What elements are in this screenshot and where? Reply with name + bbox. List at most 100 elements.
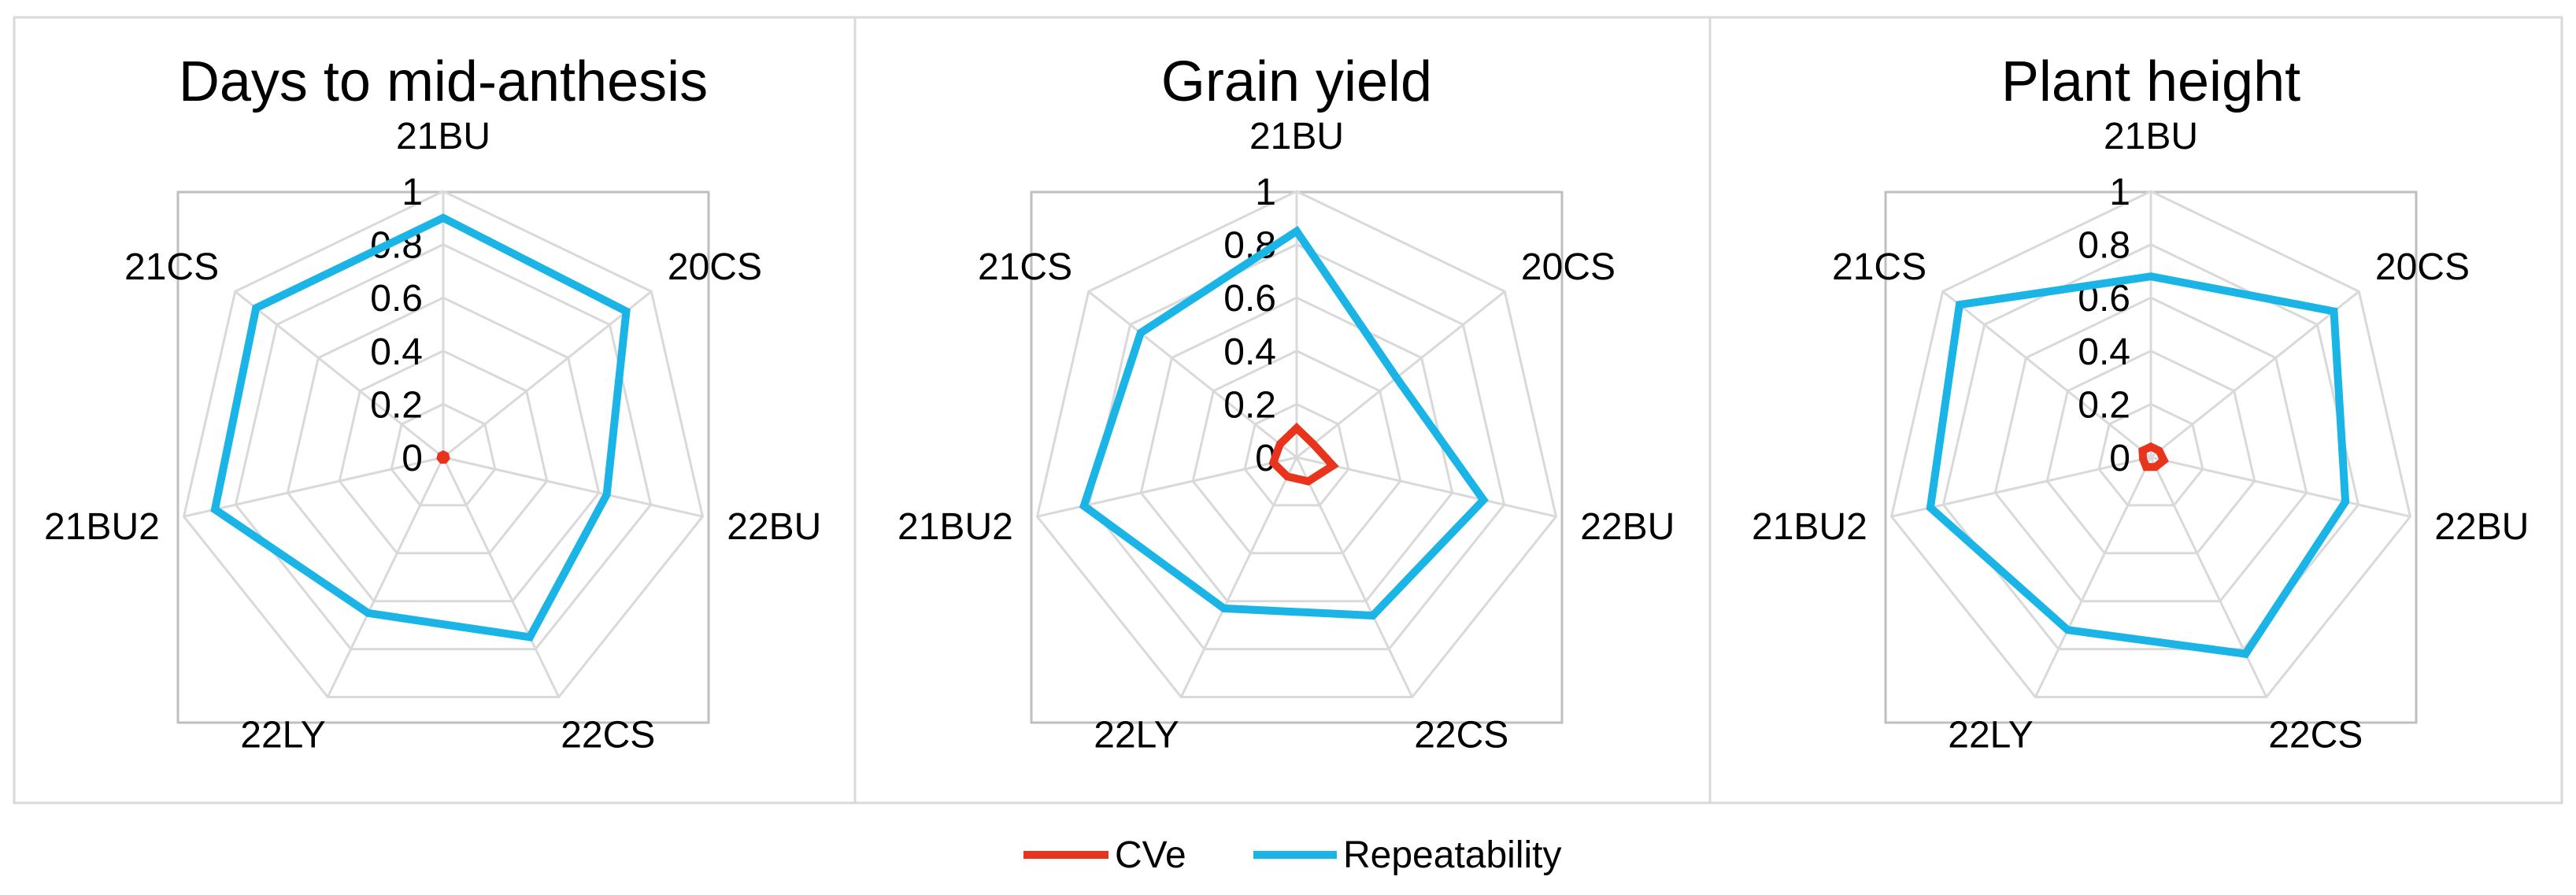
data-point-repeatability-21bu2 xyxy=(1080,502,1087,509)
category-label-22cs: 22CS xyxy=(1414,714,1508,756)
legend-item-cve: CVe xyxy=(1023,834,1186,876)
series-line-repeatability xyxy=(1926,272,2350,659)
radial-tick-label: 0.2 xyxy=(2078,384,2130,426)
axis-spoke xyxy=(234,290,444,459)
series-line-repeatability xyxy=(1079,225,1489,620)
grid-ring xyxy=(1139,296,1454,603)
legend-item-repeatability: Repeatability xyxy=(1253,834,1562,876)
category-label-21bu2: 21BU2 xyxy=(898,506,1013,548)
data-point-cve-21cs xyxy=(1276,441,1283,448)
category-label-21bu: 21BU xyxy=(396,116,490,157)
legend-label-repeatability: Repeatability xyxy=(1343,834,1562,876)
category-label-21bu: 21BU xyxy=(1249,116,1344,157)
data-point-repeatability-20cs xyxy=(2330,308,2337,315)
grid-ring xyxy=(1941,242,2360,651)
data-point-cve-20cs xyxy=(2156,447,2163,454)
data-point-cve-20cs xyxy=(1310,441,1317,448)
grid-ring xyxy=(1993,296,2308,603)
radial-tick-label: 1 xyxy=(1255,172,1276,213)
data-point-cve-21bu xyxy=(2148,443,2154,450)
data-point-repeatability-22bu xyxy=(2342,498,2349,505)
axis-spoke xyxy=(183,456,444,518)
radial-tick-label: 0.2 xyxy=(370,384,423,426)
grid-ring xyxy=(1035,190,1558,698)
data-point-repeatability-21bu xyxy=(440,214,446,221)
radial-tick-label: 0.6 xyxy=(1223,278,1276,320)
category-label-21bu2: 21BU2 xyxy=(44,506,160,548)
axis-spoke xyxy=(1179,457,1298,698)
data-point-repeatability-22cs xyxy=(1369,612,1376,619)
data-point-cve-21cs xyxy=(2139,447,2146,454)
category-label-21cs: 21CS xyxy=(124,246,219,288)
axis-spoke xyxy=(1296,456,1556,518)
category-label-22bu: 22BU xyxy=(727,506,821,548)
data-point-repeatability-21bu2 xyxy=(1926,504,1934,511)
category-label-22ly: 22LY xyxy=(1948,714,2034,756)
category-label-21cs: 21CS xyxy=(978,246,1072,288)
data-point-cve-22bu xyxy=(1330,462,1337,469)
data-point-repeatability-21cs xyxy=(1137,329,1144,336)
axis-spoke xyxy=(2150,456,2411,518)
category-label-22bu: 22BU xyxy=(2434,506,2529,548)
data-point-cve-22ly xyxy=(1284,473,1291,480)
grid-ring xyxy=(338,349,549,555)
axis-spoke xyxy=(2034,457,2152,698)
data-point-repeatability-21cs xyxy=(1956,301,1963,309)
axis-spoke xyxy=(326,457,445,698)
radial-tick-label: 0 xyxy=(2109,438,2130,479)
category-label-20cs: 20CS xyxy=(668,246,762,288)
category-label-21bu2: 21BU2 xyxy=(1752,506,1867,548)
axis-spoke xyxy=(1296,290,1506,459)
radial-tick-label: 0.8 xyxy=(2078,225,2130,267)
category-label-21bu: 21BU xyxy=(2104,116,2198,157)
category-label-20cs: 20CS xyxy=(2375,246,2470,288)
data-point-repeatability-22ly xyxy=(1220,605,1227,612)
grid-ring xyxy=(2045,349,2256,555)
data-point-repeatability-22cs xyxy=(527,634,533,641)
chart-panel-days-to-mid-anthesis: Days to mid-anthesis 00.20.40.60.8121BU2… xyxy=(44,50,821,756)
grid-ring xyxy=(1087,242,1506,651)
data-point-cve-22bu xyxy=(2160,457,2167,464)
chart-panel-grain-yield: Grain yield 00.20.40.60.8121BU20CS22BU22… xyxy=(898,50,1675,756)
data-point-repeatability-22bu xyxy=(1480,497,1487,504)
axis-spoke xyxy=(442,457,561,698)
axis-spoke xyxy=(1087,290,1297,459)
grid-ring xyxy=(286,296,601,603)
data-point-cve-22cs xyxy=(1305,478,1312,485)
radial-tick-label: 0.2 xyxy=(1223,384,1276,426)
radial-tick-label: 0.4 xyxy=(2078,331,2130,373)
grid-ring xyxy=(1243,402,1350,507)
radial-tick-label: 0 xyxy=(402,438,423,479)
chart-title: Plant height xyxy=(2001,50,2300,113)
grid-ring xyxy=(390,402,497,507)
grid-ring xyxy=(1191,349,1402,555)
data-point-cve-21bu2 xyxy=(1270,459,1277,466)
data-point-cve-21bu2 xyxy=(2140,456,2147,463)
data-point-cve-22ly xyxy=(2143,464,2150,471)
category-label-22ly: 22LY xyxy=(1094,714,1179,756)
category-label-22ly: 22LY xyxy=(240,714,326,756)
data-point-repeatability-22cs xyxy=(2242,650,2249,657)
data-point-repeatability-22ly xyxy=(365,609,372,616)
category-label-22bu: 22BU xyxy=(1580,506,1675,548)
radial-tick-label: 0.4 xyxy=(1223,331,1276,373)
axis-spoke xyxy=(2150,290,2360,459)
chart-title: Days to mid-anthesis xyxy=(179,50,708,113)
data-point-cve-21bu xyxy=(1294,424,1300,431)
legend: CVe Repeatability xyxy=(1023,834,1562,876)
data-point-repeatability-21bu xyxy=(1294,227,1300,235)
grid-ring xyxy=(182,190,705,698)
grid-ring xyxy=(234,242,653,651)
category-label-22cs: 22CS xyxy=(2268,714,2363,756)
series-line-repeatability xyxy=(210,213,631,642)
chart-panel-plant-height: Plant height 00.20.40.60.8121BU20CS22BU2… xyxy=(1752,50,2529,756)
grid-ring xyxy=(2097,402,2204,507)
axis-spoke xyxy=(1941,290,2152,459)
category-label-22cs: 22CS xyxy=(561,714,655,756)
data-point-repeatability-20cs xyxy=(1393,374,1400,381)
chart-title: Grain yield xyxy=(1161,50,1432,113)
data-point-repeatability-22bu xyxy=(603,491,610,498)
data-point-repeatability-21cs xyxy=(253,305,260,312)
category-label-21cs: 21CS xyxy=(1832,246,1926,288)
data-point-repeatability-22ly xyxy=(2064,627,2071,634)
